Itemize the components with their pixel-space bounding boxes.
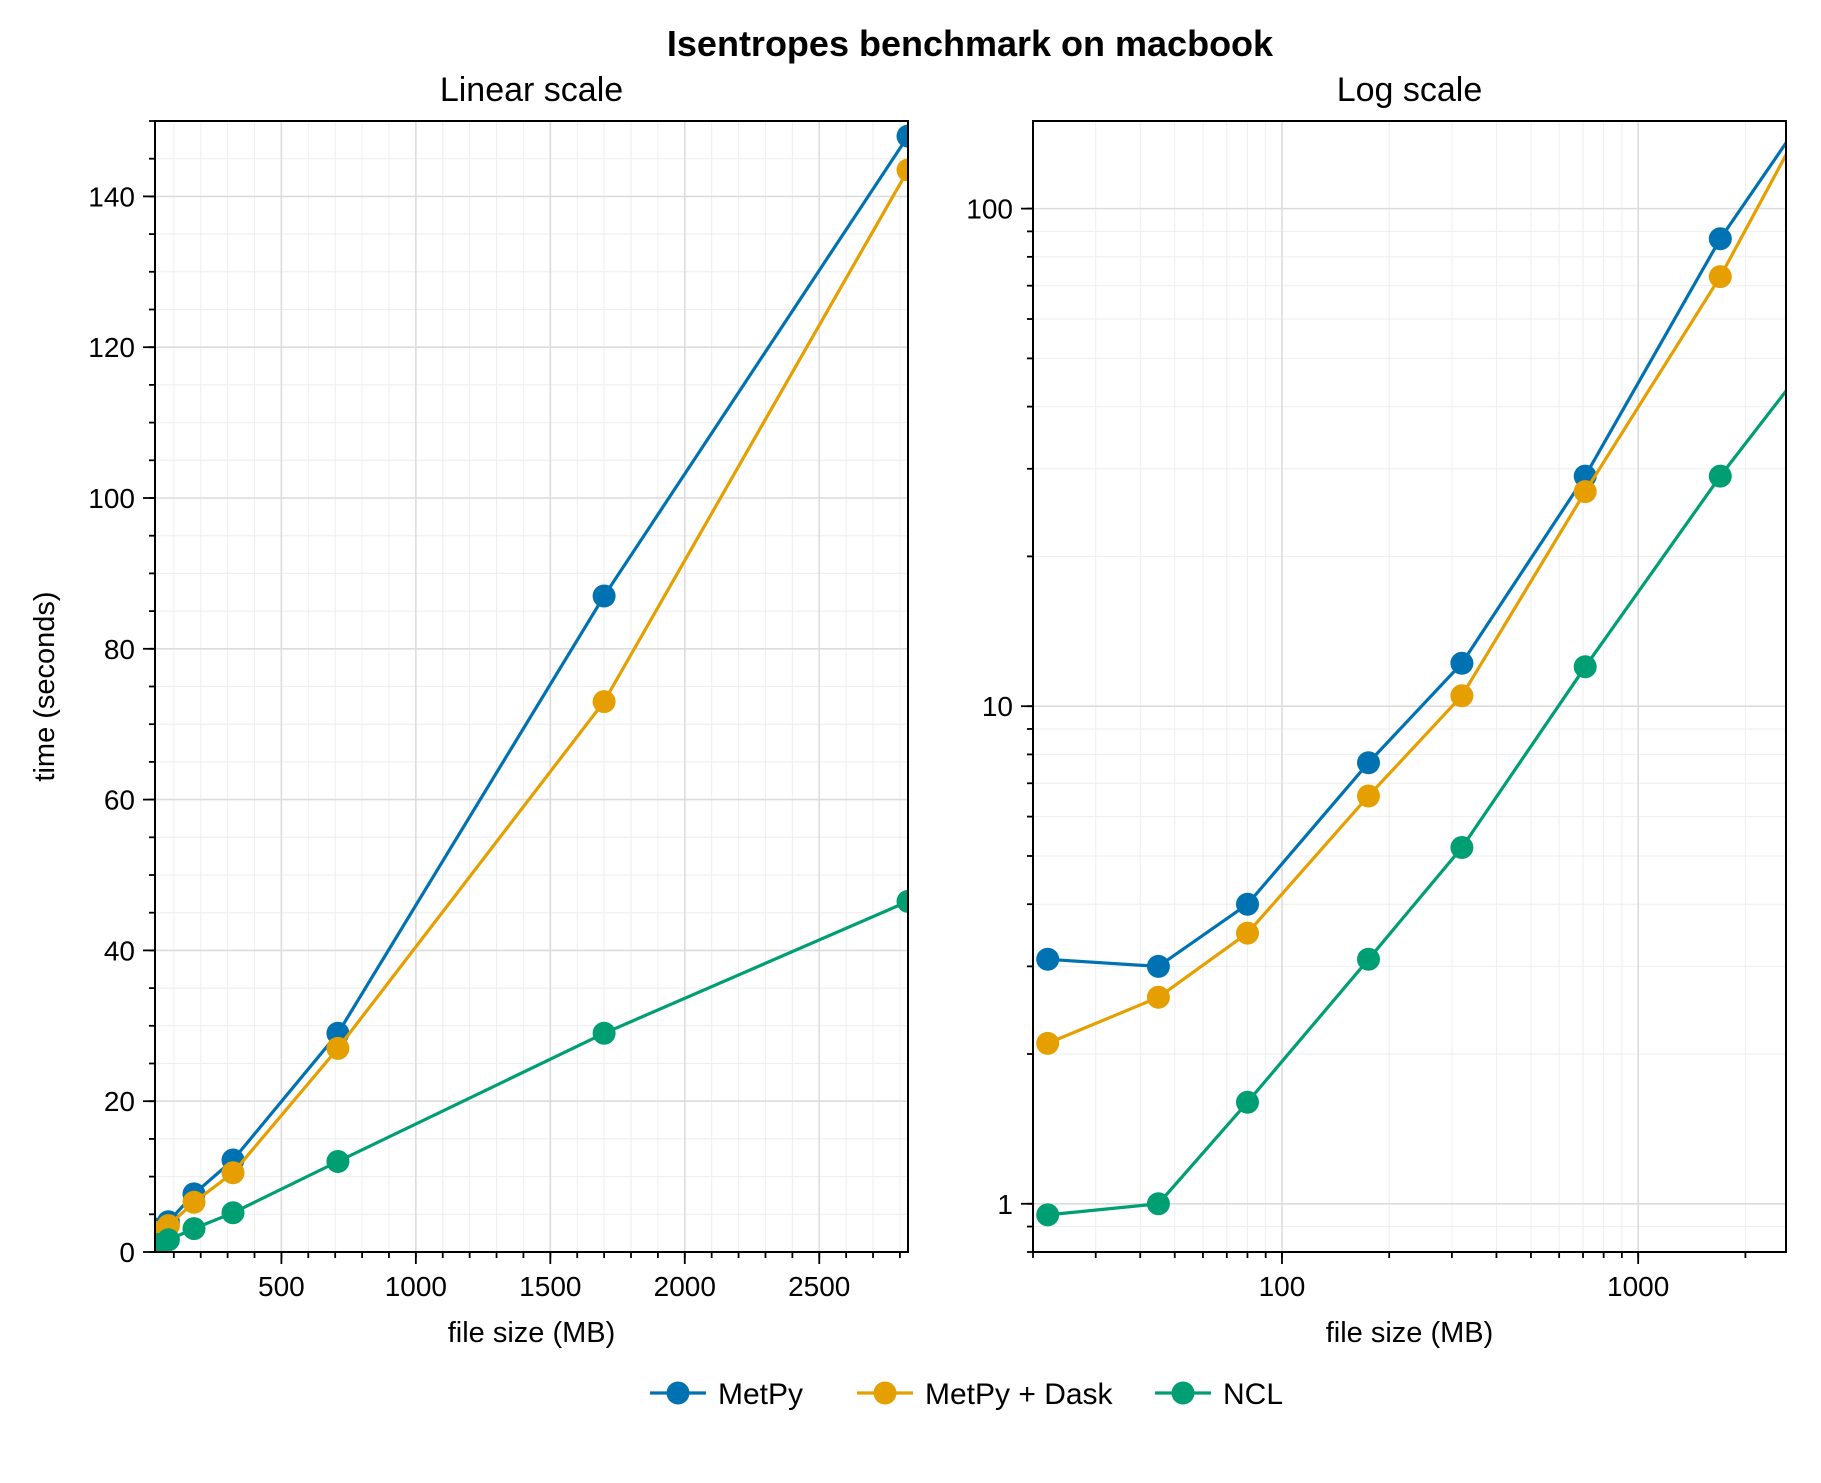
x-tick-label: 1000	[1607, 1271, 1669, 1302]
x-axis-label: file size (MB)	[1326, 1317, 1494, 1349]
y-tick-label: 1	[997, 1189, 1013, 1220]
data-point-metpy-dask	[326, 1036, 350, 1060]
data-point-metpy	[1450, 651, 1474, 675]
data-point-metpy-dask	[1573, 480, 1597, 504]
data-point-ncl	[592, 1021, 616, 1045]
data-point-metpy-dask	[1036, 1031, 1060, 1055]
y-tick-label: 10	[982, 691, 1013, 722]
data-point-metpy	[1357, 751, 1380, 775]
legend-label: MetPy	[718, 1378, 803, 1411]
panel-1: 500 1000 1500 2000 2500 0 20 40 60 80 100 120 140 Lin…	[29, 71, 909, 1349]
data-point-metpy-dask	[182, 1190, 206, 1214]
data-point-ncl	[156, 1228, 180, 1252]
data-point-metpy-dask	[592, 690, 616, 714]
legend-marker	[1171, 1381, 1195, 1405]
data-point-metpy-dask	[1788, 119, 1811, 142]
legend-item-metpy: MetPy	[650, 1378, 803, 1411]
x-axis-label: file size (MB)	[448, 1317, 616, 1349]
data-point-ncl	[1450, 836, 1474, 859]
data-point-ncl	[1146, 1192, 1170, 1216]
legend-label: MetPy + Dask	[925, 1378, 1114, 1411]
grid	[1032, 121, 1786, 1253]
data-point-ncl	[1708, 464, 1732, 488]
legend-marker	[873, 1381, 897, 1405]
ticks: 500 1000 1500 2000 2500 0 20 40 60 80 100 120 140	[88, 120, 901, 1302]
data-point-metpy-dask	[1450, 684, 1474, 708]
series-line-metpy-dask	[155, 169, 908, 1237]
y-tick-label: 100	[88, 483, 135, 514]
series-line-metpy	[1047, 140, 1786, 969]
data-point-metpy	[1146, 954, 1170, 978]
data-point-metpy	[1036, 947, 1060, 971]
y-tick-label: 120	[88, 332, 135, 363]
data-point-metpy	[1708, 227, 1732, 251]
series-line-ncl	[1047, 388, 1786, 1217]
legend-label: NCL	[1223, 1378, 1283, 1411]
data-point-metpy-dask	[1357, 784, 1380, 808]
data-point-ncl	[326, 1150, 350, 1173]
figure-title: Isentropes benchmark on macbook	[667, 23, 1274, 64]
data-area	[155, 124, 908, 1252]
data-point-ncl	[1357, 947, 1380, 971]
series-line-metpy	[155, 135, 908, 1232]
data-point-ncl	[896, 889, 908, 913]
grid	[155, 120, 908, 1253]
series-line-metpy-dask	[1047, 151, 1786, 1045]
legend-marker	[666, 1381, 690, 1405]
y-tick-label: 0	[119, 1237, 135, 1268]
data-point-metpy	[896, 124, 908, 148]
data-point-metpy	[592, 584, 616, 608]
x-tick-label: 100	[1259, 1271, 1306, 1302]
legend-item-metpy-dask: MetPy + Dask	[857, 1378, 1114, 1411]
y-tick-label: 80	[104, 634, 135, 665]
panels: 500 1000 1500 2000 2500 0 20 40 60 80 100 120 140 Lin…	[29, 71, 1811, 1349]
y-tick-label: 140	[88, 181, 135, 212]
x-tick-label: 2500	[788, 1271, 850, 1302]
x-tick-label: 500	[258, 1271, 305, 1302]
data-point-ncl	[1788, 363, 1811, 386]
panel-title: Log scale	[1337, 71, 1483, 109]
data-point-metpy	[1788, 112, 1811, 135]
legend: MetPy MetPy + Dask NCL	[650, 1378, 1283, 1411]
series-line-ncl	[155, 899, 908, 1247]
y-axis-label: time (seconds)	[29, 591, 61, 781]
panel-2: 100 1000 1 10 100 Log scale file size (MB)	[966, 71, 1811, 1349]
data-point-ncl	[1036, 1203, 1060, 1227]
y-tick-label: 60	[104, 785, 135, 816]
panel-title: Linear scale	[440, 71, 623, 109]
data-area	[1036, 112, 1811, 1227]
data-point-metpy-dask	[1708, 265, 1732, 289]
data-point-ncl	[182, 1217, 206, 1241]
data-point-metpy-dask	[1146, 985, 1170, 1009]
x-tick-label: 2000	[654, 1271, 716, 1302]
data-point-ncl	[221, 1201, 245, 1225]
x-tick-label: 1000	[385, 1271, 447, 1302]
y-tick-label: 20	[104, 1086, 135, 1117]
data-point-metpy-dask	[1236, 921, 1259, 945]
data-point-metpy-dask	[221, 1161, 245, 1185]
axes-frame	[1032, 120, 1787, 1253]
ticks: 100 1000 1 10 100	[966, 194, 1747, 1302]
data-point-ncl	[1573, 655, 1597, 679]
data-point-metpy	[1236, 892, 1259, 916]
data-point-ncl	[1236, 1090, 1259, 1114]
y-tick-label: 40	[104, 935, 135, 966]
legend-item-ncl: NCL	[1155, 1378, 1283, 1411]
y-tick-label: 100	[966, 194, 1013, 225]
data-point-metpy-dask	[896, 158, 908, 182]
x-tick-label: 1500	[519, 1271, 581, 1302]
